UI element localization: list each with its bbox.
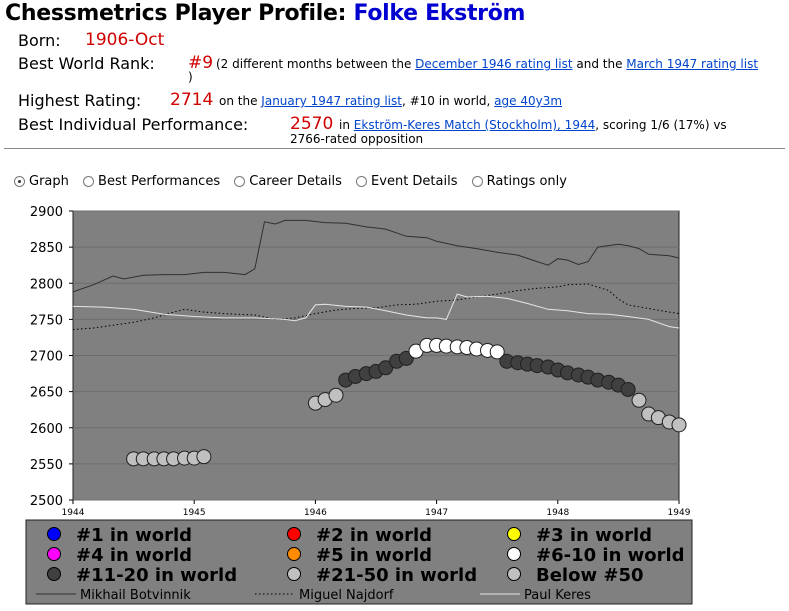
y-tick-label: 2650 xyxy=(30,386,63,401)
legend-label: #1 in world xyxy=(76,525,192,546)
separator xyxy=(4,148,785,149)
born-value: 1906-Oct xyxy=(85,30,165,50)
perf-value: 2570 xyxy=(290,114,334,134)
y-tick-label: 2900 xyxy=(30,205,63,220)
rating-label: Highest Rating: xyxy=(18,91,142,110)
rating-point xyxy=(620,381,636,397)
radio-event-details[interactable] xyxy=(356,176,368,187)
legend-label: #5 in world xyxy=(316,545,432,566)
y-tick-label: 2600 xyxy=(30,422,63,437)
rating-point xyxy=(196,449,212,465)
tab-career-details-label: Career Details xyxy=(249,174,342,189)
legend-marker xyxy=(287,567,301,581)
tab-event-details-label: Event Details xyxy=(371,174,458,189)
rank-detail: (2 different months between the December… xyxy=(216,57,758,71)
x-tick-label: 1944 xyxy=(62,508,85,518)
legend-label: Below #50 xyxy=(536,565,644,586)
age-link[interactable]: age 40y3m xyxy=(494,94,563,108)
rating-point xyxy=(671,417,687,433)
x-tick-label: 1948 xyxy=(546,508,569,518)
rank-close-paren: ) xyxy=(188,70,193,84)
player-name: Folke Ekström xyxy=(353,1,526,26)
legend-marker xyxy=(507,547,521,561)
y-tick-label: 2700 xyxy=(30,350,63,365)
x-tick-label: 1949 xyxy=(668,508,691,518)
rank-text-1: (2 different months between the xyxy=(216,57,412,71)
legend-label: #21-50 in world xyxy=(316,565,477,586)
tab-best-performances[interactable]: Best Performances xyxy=(83,174,220,189)
legend-marker xyxy=(507,527,521,541)
page-title: Chessmetrics Player Profile: Folke Ekstr… xyxy=(5,1,525,26)
legend-marker xyxy=(507,567,521,581)
perf-detail: in Ekström-Keres Match (Stockholm), 1944… xyxy=(339,118,727,132)
perf-text-1: in xyxy=(339,118,350,132)
legend-label: #6-10 in world xyxy=(536,545,685,566)
rating-point xyxy=(631,392,647,408)
march-1947-link[interactable]: March 1947 rating list xyxy=(626,57,759,71)
ekstrom-keres-match-link[interactable]: Ekström-Keres Match (Stockholm), 1944 xyxy=(353,118,596,132)
rank-label: Best World Rank: xyxy=(18,54,155,73)
legend-label: #4 in world xyxy=(76,545,192,566)
rank-text-2: and the xyxy=(576,57,623,71)
tab-career-details[interactable]: Career Details xyxy=(234,174,342,189)
legend-marker xyxy=(47,527,61,541)
tab-best-performances-label: Best Performances xyxy=(98,174,221,189)
rating-text-1: on the xyxy=(219,94,258,108)
legend-label: #11-20 in world xyxy=(76,565,237,586)
born-label: Born: xyxy=(18,31,61,50)
x-tick-label: 1947 xyxy=(425,508,448,518)
rank-value: #9 xyxy=(188,53,214,73)
line-legend-label: Paul Keres xyxy=(524,588,591,603)
radio-graph[interactable] xyxy=(14,176,25,187)
legend-marker xyxy=(47,567,61,581)
radio-career-details[interactable] xyxy=(234,176,246,187)
y-tick-label: 2850 xyxy=(30,241,63,256)
rating-point xyxy=(489,344,505,360)
radio-ratings-only[interactable] xyxy=(471,176,483,187)
view-tabs: Graph Best Performances Career Details E… xyxy=(14,174,577,191)
legend-label: #2 in world xyxy=(316,525,432,546)
rating-point xyxy=(328,387,344,403)
title-prefix: Chessmetrics Player Profile: xyxy=(5,1,354,26)
rating-text-2: , #10 in world, xyxy=(401,94,491,108)
january-1947-link[interactable]: January 1947 rating list xyxy=(261,94,402,108)
radio-best-performances[interactable] xyxy=(83,176,95,187)
perf-label: Best Individual Performance: xyxy=(18,115,249,134)
rating-point xyxy=(378,360,394,376)
legend-marker xyxy=(287,547,301,561)
tab-event-details[interactable]: Event Details xyxy=(356,174,458,189)
line-legend-label: Mikhail Botvinnik xyxy=(80,588,191,603)
y-tick-label: 2750 xyxy=(30,313,63,328)
tab-graph-label: Graph xyxy=(29,174,69,189)
rating-value: 2714 xyxy=(170,90,214,110)
legend-label: #3 in world xyxy=(536,525,652,546)
y-tick-label: 2500 xyxy=(30,494,63,509)
perf-text-2: , scoring 1/6 (17%) vs xyxy=(595,118,727,132)
rating-detail: on the January 1947 rating list, #10 in … xyxy=(219,94,562,108)
tab-ratings-only[interactable]: Ratings only xyxy=(471,174,567,189)
series-line-mikhail-botvinnik xyxy=(72,219,680,293)
legend-box xyxy=(25,519,693,605)
x-tick-label: 1946 xyxy=(304,508,327,518)
series-line-paul-keres xyxy=(72,293,680,329)
x-tick-label: 1945 xyxy=(183,508,206,518)
y-tick-label: 2800 xyxy=(30,277,63,292)
y-tick-label: 2550 xyxy=(30,458,63,473)
december-1946-link[interactable]: December 1946 rating list xyxy=(415,57,573,71)
tab-ratings-only-label: Ratings only xyxy=(486,174,567,189)
perf-opposition: 2766-rated opposition xyxy=(290,132,424,146)
tab-graph[interactable]: Graph xyxy=(14,174,69,189)
line-legend-label: Miguel Najdorf xyxy=(299,588,394,603)
legend-marker xyxy=(47,547,61,561)
legend-marker xyxy=(287,527,301,541)
